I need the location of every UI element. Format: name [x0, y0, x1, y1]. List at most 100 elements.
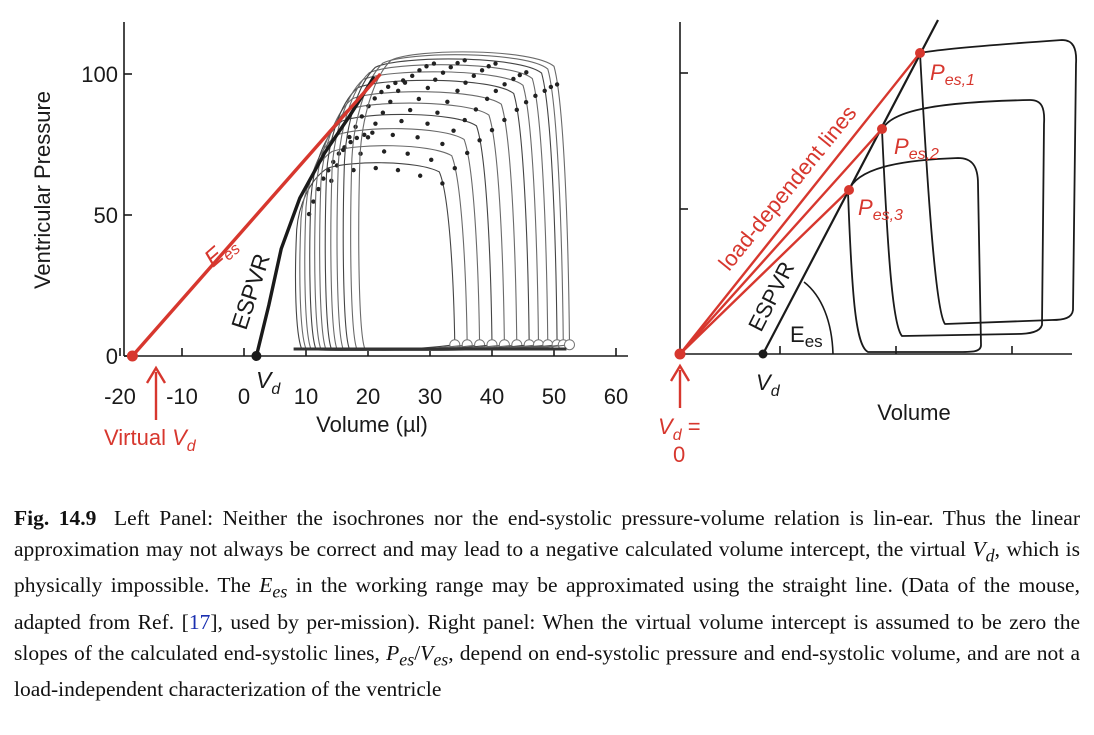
- vd-label: Vd: [256, 367, 281, 398]
- ees-line: [131, 72, 382, 358]
- isochrone-dot: [548, 84, 554, 90]
- isochrone-dot: [533, 93, 538, 99]
- left-y-tick-label: 50: [94, 203, 118, 228]
- load-line-3: [679, 189, 850, 355]
- espvr-label: ESPVR: [226, 250, 275, 332]
- left-x-tick-label: 0: [238, 384, 250, 409]
- isochrone-dot: [542, 88, 547, 93]
- isochrone-dot: [393, 80, 398, 86]
- isochrone-dot: [417, 173, 423, 178]
- pv-loops: [293, 51, 575, 351]
- caption-vd-sub: d: [985, 544, 995, 565]
- isochrone-dot: [407, 107, 413, 113]
- isochrone-dot: [370, 130, 375, 135]
- isochrone-dot: [452, 165, 457, 171]
- citation-link[interactable]: 17: [188, 610, 211, 635]
- isochrone-dot: [395, 167, 401, 173]
- isochrone-dot: [440, 181, 445, 186]
- isochrone-dot: [523, 100, 529, 105]
- caption-pes-sub: es: [399, 648, 415, 669]
- isochrone-dot: [524, 70, 529, 75]
- caption-slash: /: [414, 640, 421, 665]
- isochrone-dot: [381, 149, 387, 154]
- pv-loop: [330, 71, 540, 351]
- left-x-tick-label: 10: [294, 384, 318, 409]
- load-line-1: [679, 52, 921, 355]
- isochrone-dot: [433, 77, 438, 82]
- pv-loop: [324, 79, 530, 351]
- caption-text-4: ], used by per-mission). Right panel: Wh…: [14, 610, 1081, 665]
- isochrone-dot: [311, 199, 316, 204]
- pv-loop-1: [919, 39, 1078, 325]
- isochrone-dot: [424, 64, 429, 69]
- isochrone-dot: [471, 73, 477, 79]
- isochrone-dot: [410, 73, 415, 79]
- right-x-axis-label: Volume: [877, 400, 950, 425]
- isochrone-dot: [502, 82, 507, 87]
- caption-text-3: in the working range may be approximated…: [14, 573, 1080, 635]
- isochrone-dot: [425, 121, 430, 126]
- isochrone-dot: [479, 68, 485, 73]
- isochrone-dot: [359, 114, 364, 119]
- pes1-point: [915, 48, 925, 58]
- isochrone-dot: [347, 134, 352, 140]
- caption-text-1: Left Panel: Neither the isochrones nor t…: [14, 506, 1081, 561]
- isochrone-dot: [390, 132, 395, 138]
- pv-loop-2: [881, 99, 1046, 337]
- isochrone-dot: [493, 61, 498, 66]
- isochrone-dot: [465, 150, 470, 156]
- vd-point: [251, 351, 262, 361]
- isochrone-dot: [405, 151, 410, 156]
- virtual-vd-arrow-head: [145, 365, 167, 384]
- isochrone-dot: [321, 176, 326, 181]
- vd0-zero-label: 0: [673, 442, 685, 467]
- left-x-tick-label: 50: [542, 384, 566, 409]
- caption-ees-sub: es: [272, 581, 288, 602]
- pv-loop-3: [847, 157, 982, 353]
- left-y-tick-label: 100: [81, 62, 118, 87]
- isochrone-dot: [431, 61, 437, 66]
- isochrone-dot: [455, 88, 460, 94]
- isochrone-dot: [425, 85, 431, 91]
- isochrone-dot: [362, 132, 367, 137]
- caption-label: Fig. 14.9: [14, 506, 97, 530]
- isochrone-dot: [455, 60, 460, 66]
- load-dependent-lines: [679, 52, 921, 355]
- isochrone-dot: [489, 127, 495, 133]
- isochrone-dot: [462, 58, 467, 63]
- origin-point: [674, 348, 686, 360]
- isochrone-dot: [440, 141, 445, 147]
- right-vd-label: Vd: [756, 370, 781, 400]
- vd0-label: Vd =: [658, 414, 701, 444]
- pv-loop: [319, 91, 518, 351]
- isochrone-dot: [517, 72, 522, 78]
- isochrone-dot: [445, 99, 450, 104]
- left-x-tick-label: -10: [166, 384, 198, 409]
- caption-text-2: , which is physically impossible. The: [14, 536, 1080, 598]
- isochrone-dot: [385, 84, 391, 90]
- left-panel: 0 50 100 -20 -10 0 10 20 30 40 50 60 Ventricular P…: [30, 22, 628, 455]
- isochrone-dot: [415, 135, 420, 140]
- left-x-ticks: -20 -10 0 10 20 30 40 50 60: [104, 348, 628, 409]
- caption-ves: V: [420, 640, 434, 665]
- isochrone-dot: [417, 68, 422, 73]
- isochrone-dot: [448, 65, 453, 70]
- isochrone-dot: [484, 96, 490, 102]
- load-line-2: [679, 128, 883, 355]
- isochrone-dot: [511, 76, 516, 82]
- pes2-point: [877, 124, 887, 134]
- isochrone-dot: [416, 96, 422, 102]
- isochrone-dot: [514, 107, 519, 113]
- isochrone-dot: [373, 121, 378, 126]
- isochrone-dot: [477, 138, 482, 143]
- isochrone-dot: [440, 70, 446, 75]
- isochrone-dot: [451, 128, 456, 133]
- isochrone-dot: [399, 118, 404, 124]
- caption-ves-sub: es: [433, 648, 449, 669]
- pes3-label: Pes,3: [858, 195, 903, 224]
- isochrone-dot: [379, 89, 384, 95]
- left-y-ticks: 0 50 100: [81, 62, 132, 369]
- caption-text-5: , depend on end-systolic pressure and en…: [14, 640, 1080, 702]
- isochrone-dot: [429, 157, 434, 163]
- isochrone-dot: [351, 167, 356, 173]
